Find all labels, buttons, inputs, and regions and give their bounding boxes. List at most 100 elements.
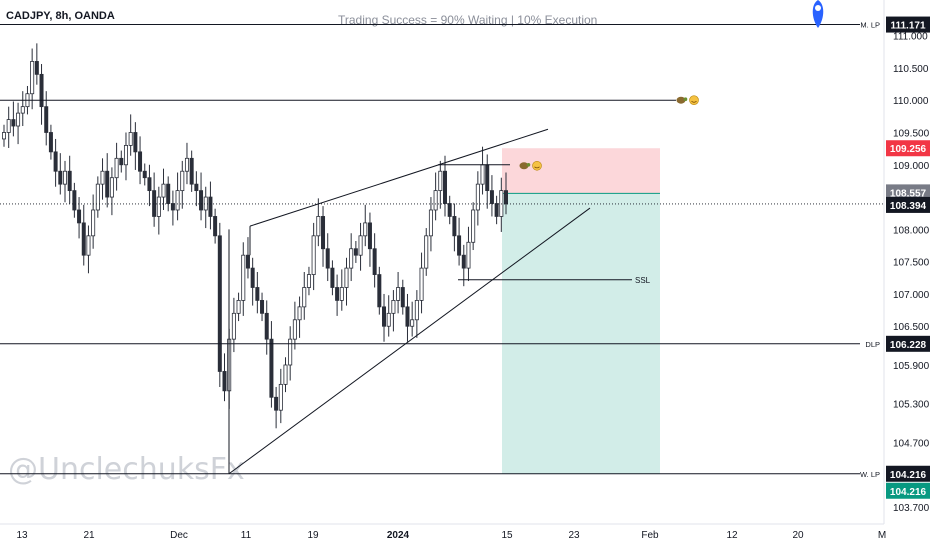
candle-up bbox=[424, 235, 429, 269]
candle-up bbox=[475, 183, 480, 211]
candle-up bbox=[288, 338, 293, 366]
candle-down bbox=[142, 170, 147, 179]
candle-down bbox=[330, 267, 335, 288]
candle-down bbox=[250, 267, 255, 288]
candle-up bbox=[114, 157, 119, 179]
candle-up bbox=[428, 209, 433, 237]
candle-down bbox=[367, 222, 372, 250]
candle-down bbox=[447, 203, 452, 217]
w-lp-price-tag: 104.216 bbox=[890, 470, 927, 481]
y-tick-label: 107.000 bbox=[893, 290, 930, 301]
y-tick-label: 104.700 bbox=[893, 438, 930, 449]
x-tick-label: 12 bbox=[726, 530, 738, 541]
candle-up bbox=[292, 319, 297, 340]
candle-down bbox=[452, 216, 457, 237]
candle-down bbox=[255, 287, 260, 301]
candle-up bbox=[100, 170, 105, 185]
candle-down bbox=[222, 371, 227, 392]
candle-up bbox=[466, 241, 471, 269]
candle-down bbox=[405, 306, 410, 327]
candle-up bbox=[344, 267, 349, 288]
y-tick-label: 107.500 bbox=[893, 258, 930, 269]
candle-up bbox=[419, 267, 424, 301]
entry-price-tag: 108.557 bbox=[890, 188, 927, 199]
watermark: @UnclechuksFx bbox=[8, 452, 245, 487]
candle-down bbox=[372, 248, 377, 275]
y-tick-label: 105.300 bbox=[893, 400, 930, 411]
turtle-head bbox=[683, 97, 688, 101]
candle-up bbox=[175, 190, 180, 211]
candle-up bbox=[358, 235, 363, 256]
x-tick-label: 23 bbox=[568, 530, 580, 541]
candle-up bbox=[86, 235, 91, 256]
candle-down bbox=[147, 177, 152, 192]
y-tick-label: 108.000 bbox=[893, 225, 930, 236]
ssl-label: SSL bbox=[635, 276, 651, 285]
candle-up bbox=[16, 112, 21, 127]
candle-up bbox=[302, 287, 307, 308]
candle-down bbox=[485, 164, 490, 192]
m-lp-price-tag: 111.171 bbox=[890, 21, 925, 32]
smiley-icon bbox=[532, 160, 542, 171]
candle-down bbox=[325, 248, 330, 269]
candle-up bbox=[283, 364, 288, 385]
candle-up bbox=[128, 132, 133, 146]
dlp-price-tag: 106.228 bbox=[890, 340, 927, 351]
candle-up bbox=[123, 145, 128, 166]
current-price-tag: 108.394 bbox=[890, 201, 927, 212]
candle-down bbox=[138, 151, 143, 172]
candle-up bbox=[30, 61, 35, 95]
pin-shape bbox=[812, 0, 824, 28]
y-tick-label: 110.000 bbox=[893, 96, 929, 107]
candle-down bbox=[199, 190, 204, 211]
smiley-mouth bbox=[691, 100, 697, 103]
candle-up bbox=[363, 222, 368, 237]
smiley-icon bbox=[689, 95, 699, 105]
candle-down bbox=[11, 119, 16, 127]
x-tick-label: Feb bbox=[641, 530, 659, 541]
candle-down bbox=[133, 132, 138, 153]
pin-hole bbox=[815, 5, 821, 11]
candle-down bbox=[245, 254, 250, 269]
candle-down bbox=[264, 312, 269, 340]
candle-down bbox=[353, 248, 358, 256]
symbol-title: CADJPY, 8h, OANDA bbox=[6, 10, 115, 22]
candle-down bbox=[321, 216, 326, 250]
w-lp-price-tag-bg bbox=[886, 465, 930, 482]
candle-down bbox=[494, 203, 499, 217]
candle-up bbox=[311, 235, 316, 275]
candle-down bbox=[119, 157, 124, 166]
candle-down bbox=[67, 170, 72, 192]
candle-up bbox=[231, 312, 236, 340]
candle-up bbox=[156, 196, 161, 217]
candle-up bbox=[438, 170, 443, 192]
candle-down bbox=[260, 300, 265, 314]
x-tick-label: 13 bbox=[16, 530, 28, 541]
x-tick-label: 21 bbox=[83, 530, 95, 541]
y-tick-label: 111.000 bbox=[893, 32, 928, 43]
candle-down bbox=[457, 235, 462, 256]
candle-down bbox=[44, 106, 49, 133]
candle-down bbox=[443, 170, 448, 204]
candle-down bbox=[189, 157, 194, 185]
y-tick-label: 109.000 bbox=[893, 161, 930, 172]
turtle-head bbox=[526, 162, 531, 167]
candle-up bbox=[278, 383, 283, 411]
x-tick-label: Dec bbox=[170, 530, 188, 541]
y-tick-label: 106.500 bbox=[893, 322, 930, 333]
candle-up bbox=[91, 209, 96, 237]
candle-down bbox=[489, 190, 494, 204]
candle-down bbox=[382, 306, 387, 327]
candle-up bbox=[414, 300, 419, 321]
candle-down bbox=[53, 151, 58, 172]
candle-down bbox=[274, 396, 279, 411]
x-tick-label: 15 bbox=[501, 530, 513, 541]
candle-up bbox=[184, 157, 189, 172]
candle-up bbox=[386, 312, 391, 327]
candle-up bbox=[6, 119, 11, 133]
x-tick-label: 2024 bbox=[387, 530, 410, 541]
smiley-mouth bbox=[534, 166, 540, 169]
candle-up bbox=[236, 300, 241, 314]
candle-down bbox=[194, 183, 199, 192]
